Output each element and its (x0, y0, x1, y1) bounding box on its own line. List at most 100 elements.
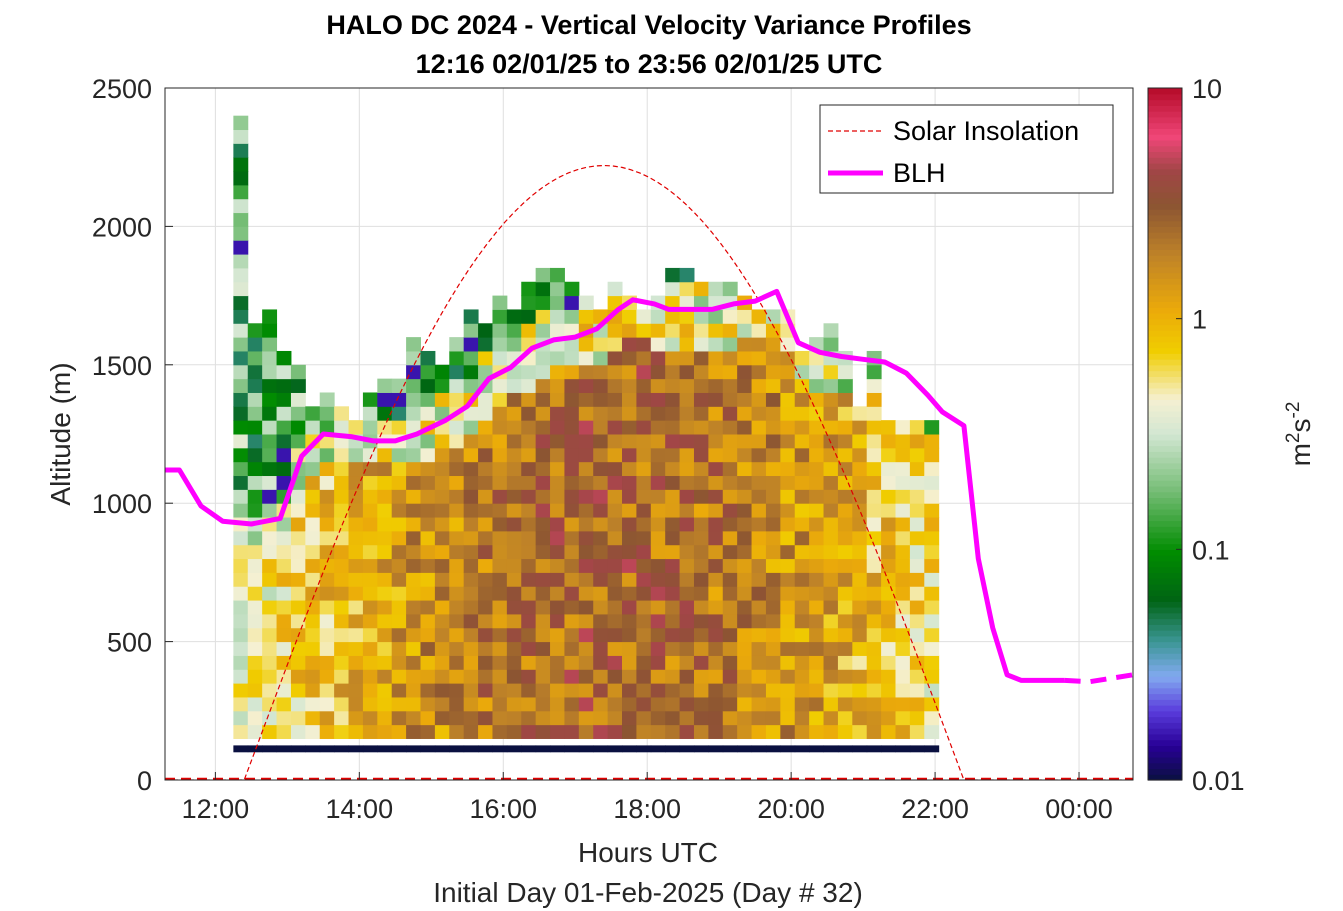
colorbar-segment (1148, 560, 1182, 568)
heatmap-cell (909, 420, 925, 435)
heatmap-cell (909, 530, 925, 546)
heatmap-cell (650, 420, 666, 435)
heatmap-cell (679, 392, 695, 407)
heatmap-cell (463, 586, 479, 601)
heatmap-cell (823, 724, 839, 739)
heatmap-cell (722, 641, 738, 656)
heatmap-cell (535, 420, 551, 435)
heatmap-cell (262, 378, 278, 393)
heatmap-cell (535, 696, 551, 712)
heatmap-cell (262, 669, 278, 684)
heatmap-cell (463, 613, 479, 629)
heatmap-cell (650, 489, 666, 504)
heatmap-cell (463, 323, 479, 338)
colorbar-segment (1148, 295, 1182, 302)
heatmap-cell (492, 696, 508, 712)
heatmap-cell (866, 613, 882, 629)
heatmap-cell (794, 572, 810, 587)
heatmap-cell (276, 558, 292, 573)
heatmap-cell (406, 503, 421, 518)
heatmap-cell (233, 696, 249, 712)
heatmap-cell (765, 558, 781, 573)
heatmap-cell (535, 613, 551, 629)
heatmap-cell (722, 420, 738, 435)
heatmap-cell (578, 309, 594, 324)
heatmap-cell (909, 517, 925, 532)
heatmap-cell (521, 461, 537, 477)
heatmap-cell (276, 544, 292, 560)
heatmap-cell (535, 544, 551, 560)
heatmap-cell (622, 475, 637, 490)
heatmap-cell (665, 655, 681, 670)
x-axis-sublabel: Initial Day 01-Feb-2025 (Day # 32) (433, 877, 863, 908)
heatmap-cell (305, 420, 321, 435)
colorbar-segment (1148, 612, 1182, 620)
heatmap-cell (679, 295, 695, 310)
heatmap-cell (290, 364, 306, 380)
heatmap-cell (622, 745, 637, 753)
heatmap-cell (463, 447, 479, 463)
heatmap-cell (535, 517, 551, 532)
heatmap-cell (909, 696, 925, 712)
heatmap-cell (521, 309, 537, 324)
heatmap-cell (823, 710, 839, 726)
heatmap-cell (722, 530, 738, 546)
heatmap-cell (290, 696, 306, 712)
heatmap-cell (751, 378, 767, 393)
heatmap-cell (765, 600, 781, 615)
heatmap-cell (852, 586, 868, 601)
heatmap-cell (837, 489, 853, 504)
heatmap-cell (924, 586, 940, 601)
heatmap-cell (434, 745, 450, 753)
heatmap-cell (290, 378, 306, 393)
heatmap-cell (823, 530, 839, 546)
heatmap-cell (276, 378, 292, 393)
heatmap-cell (679, 420, 695, 435)
heatmap-cell (636, 364, 652, 380)
heatmap-cell (564, 406, 580, 421)
heatmap-cell (434, 544, 450, 560)
heatmap-cell (550, 378, 565, 393)
heatmap-cell (708, 683, 724, 698)
heatmap-cell (535, 558, 551, 573)
colorbar-segment (1148, 151, 1182, 158)
heatmap-cell (679, 724, 695, 739)
heatmap-cell (708, 544, 724, 560)
heatmap-cell (593, 724, 609, 739)
heatmap-cell (262, 544, 278, 560)
heatmap-cell (290, 489, 306, 504)
heatmap-cell (564, 517, 580, 532)
heatmap-cell (463, 600, 479, 615)
heatmap-cell (550, 517, 565, 532)
heatmap-cell (693, 447, 709, 463)
colorbar-segment (1148, 307, 1182, 314)
heatmap-cell (233, 323, 249, 338)
heatmap-cell (737, 724, 753, 739)
heatmap-cell (924, 489, 940, 504)
heatmap-cell (636, 696, 652, 712)
heatmap-cell (247, 696, 263, 712)
heatmap-cell (737, 683, 753, 698)
heatmap-cell (679, 434, 695, 449)
heatmap-cell (578, 745, 594, 753)
heatmap-cell (564, 281, 580, 297)
heatmap-cell (650, 683, 666, 698)
heatmap-cell (550, 710, 565, 726)
heatmap-cell (391, 530, 407, 546)
colorbar-segment (1148, 745, 1182, 752)
heatmap-cell (837, 461, 853, 477)
heatmap-cell (247, 447, 263, 463)
heatmap-cell (492, 295, 508, 310)
heatmap-cell (550, 434, 565, 449)
heatmap-cell (578, 350, 594, 366)
heatmap-cell (823, 669, 839, 684)
heatmap-cell (420, 503, 436, 518)
heatmap-cell (837, 683, 853, 698)
colorbar-segment (1148, 364, 1182, 372)
heatmap-cell (506, 572, 522, 587)
heatmap-cell (550, 406, 565, 421)
heatmap-cell (564, 558, 580, 573)
heatmap-cell (823, 586, 839, 601)
heatmap-cell (895, 600, 911, 615)
heatmap-cell (679, 406, 695, 421)
